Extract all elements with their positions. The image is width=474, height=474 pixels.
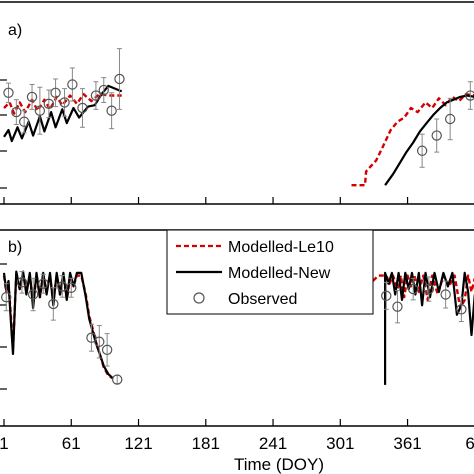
observed-marker (3, 87, 14, 98)
panel-b-series-new-line-1 (384, 271, 474, 385)
panel-a-observed-point (106, 92, 117, 130)
panel-a-observed-point (26, 84, 38, 110)
observed-marker (407, 283, 419, 295)
panel-b-observed-point (94, 325, 105, 359)
observed-marker (77, 102, 88, 114)
observed-marker (1, 292, 12, 303)
panel-b-observed-point (392, 289, 403, 324)
panel-a-observed-point (34, 86, 46, 135)
panel-a-observed-point (431, 118, 442, 153)
observed-marker (465, 90, 474, 101)
panel-b: b) Modelled-Le10 Modelled-New Observed (0, 229, 474, 427)
observed-marker (59, 97, 70, 108)
panel-a-series-new-line-0 (3, 84, 123, 143)
panel-b-observed-point (1, 283, 12, 312)
panel-b-plot-area (1, 270, 474, 385)
observed-marker (444, 113, 456, 125)
panel-a-observed-point (67, 67, 78, 102)
panel-b-label: b) (8, 239, 22, 256)
observed-marker (18, 116, 30, 127)
x-tick-label-2: 121 (124, 434, 152, 453)
panel-b-observed-point (48, 287, 59, 321)
panel-b-observed-point (440, 280, 451, 309)
observed-marker (50, 87, 61, 98)
x-tick-label-1: 61 (62, 434, 81, 453)
panel-a-series-new-line-1 (384, 94, 474, 186)
observed-marker (98, 84, 109, 96)
legend-label-new: Modelled-New (228, 265, 331, 282)
x-axis-title: Time (DOY) (234, 455, 324, 474)
x-tick-label-5: 301 (326, 434, 354, 453)
observed-marker (66, 282, 77, 293)
panel-b-observed-point (27, 277, 39, 312)
legend: Modelled-Le10 Modelled-New Observed (166, 229, 374, 315)
panel-a-label: a) (8, 22, 22, 39)
panel-a-observed-point (3, 82, 14, 103)
x-tick-label-6: 361 (393, 434, 421, 453)
panel-a-y-ticks (0, 79, 7, 189)
panel-b-observed-point (16, 271, 28, 294)
panel-b-observed-point (112, 374, 123, 385)
panel-b-observed-point (66, 277, 77, 298)
observed-marker (431, 130, 442, 141)
panel-b-observed-point (423, 276, 435, 302)
panel-a-observed-point (465, 81, 474, 110)
panel-a-series-le10-line-1 (351, 93, 474, 187)
panel-a-observed-point (416, 133, 428, 168)
x-tick-label-4: 241 (259, 434, 287, 453)
x-tick-label-0: 1 (0, 434, 9, 453)
panel-a-observed-point (114, 48, 125, 110)
observed-marker (392, 301, 403, 312)
panel-a: a) (0, 1, 474, 205)
panel-a-observed-point (98, 77, 109, 103)
panel-a-observed-point (90, 81, 102, 110)
panel-b-observed-point (38, 273, 49, 294)
observed-marker (90, 90, 102, 101)
panel-b-observed-point (381, 281, 392, 310)
observed-marker (26, 91, 38, 103)
observed-marker (106, 105, 117, 116)
legend-marker-observed (193, 292, 205, 304)
panel-a-frame (0, 1, 474, 205)
observed-marker (48, 298, 59, 310)
panel-a-observed-point (11, 99, 22, 126)
observed-marker (94, 336, 105, 347)
panel-a-observed-point (43, 89, 55, 119)
observed-marker (381, 290, 392, 302)
panel-a-observed-point (59, 88, 70, 117)
panel-a-observed-point (77, 88, 88, 128)
x-axis: 1 61 121 181 241 301 361 60 (0, 197, 474, 453)
panel-a-observed-point (18, 110, 30, 134)
legend-label-observed: Observed (228, 291, 297, 308)
observed-marker (456, 304, 467, 315)
x-tick-label-7: 60 (465, 434, 474, 453)
panel-b-observed-point (456, 296, 467, 322)
observed-marker (38, 278, 49, 289)
observed-marker (114, 73, 125, 85)
observed-marker (440, 289, 451, 300)
panel-a-observed-point (444, 97, 456, 141)
observed-marker (112, 374, 123, 385)
observed-marker (27, 289, 39, 300)
observed-marker (101, 344, 113, 356)
panel-b-observed-point (407, 277, 419, 301)
observed-marker (416, 145, 428, 156)
observed-marker (11, 106, 22, 118)
observed-marker (16, 277, 28, 288)
x-tick-label-3: 181 (192, 434, 220, 453)
observed-marker (67, 79, 78, 90)
observed-marker (423, 283, 435, 295)
observed-marker (43, 98, 55, 110)
observed-marker (34, 105, 46, 116)
panel-a-observed-point (50, 78, 61, 108)
legend-label-le10: Modelled-Le10 (228, 239, 334, 256)
panel-a-plot-area (3, 48, 474, 187)
panel-b-observed-point (101, 333, 113, 367)
